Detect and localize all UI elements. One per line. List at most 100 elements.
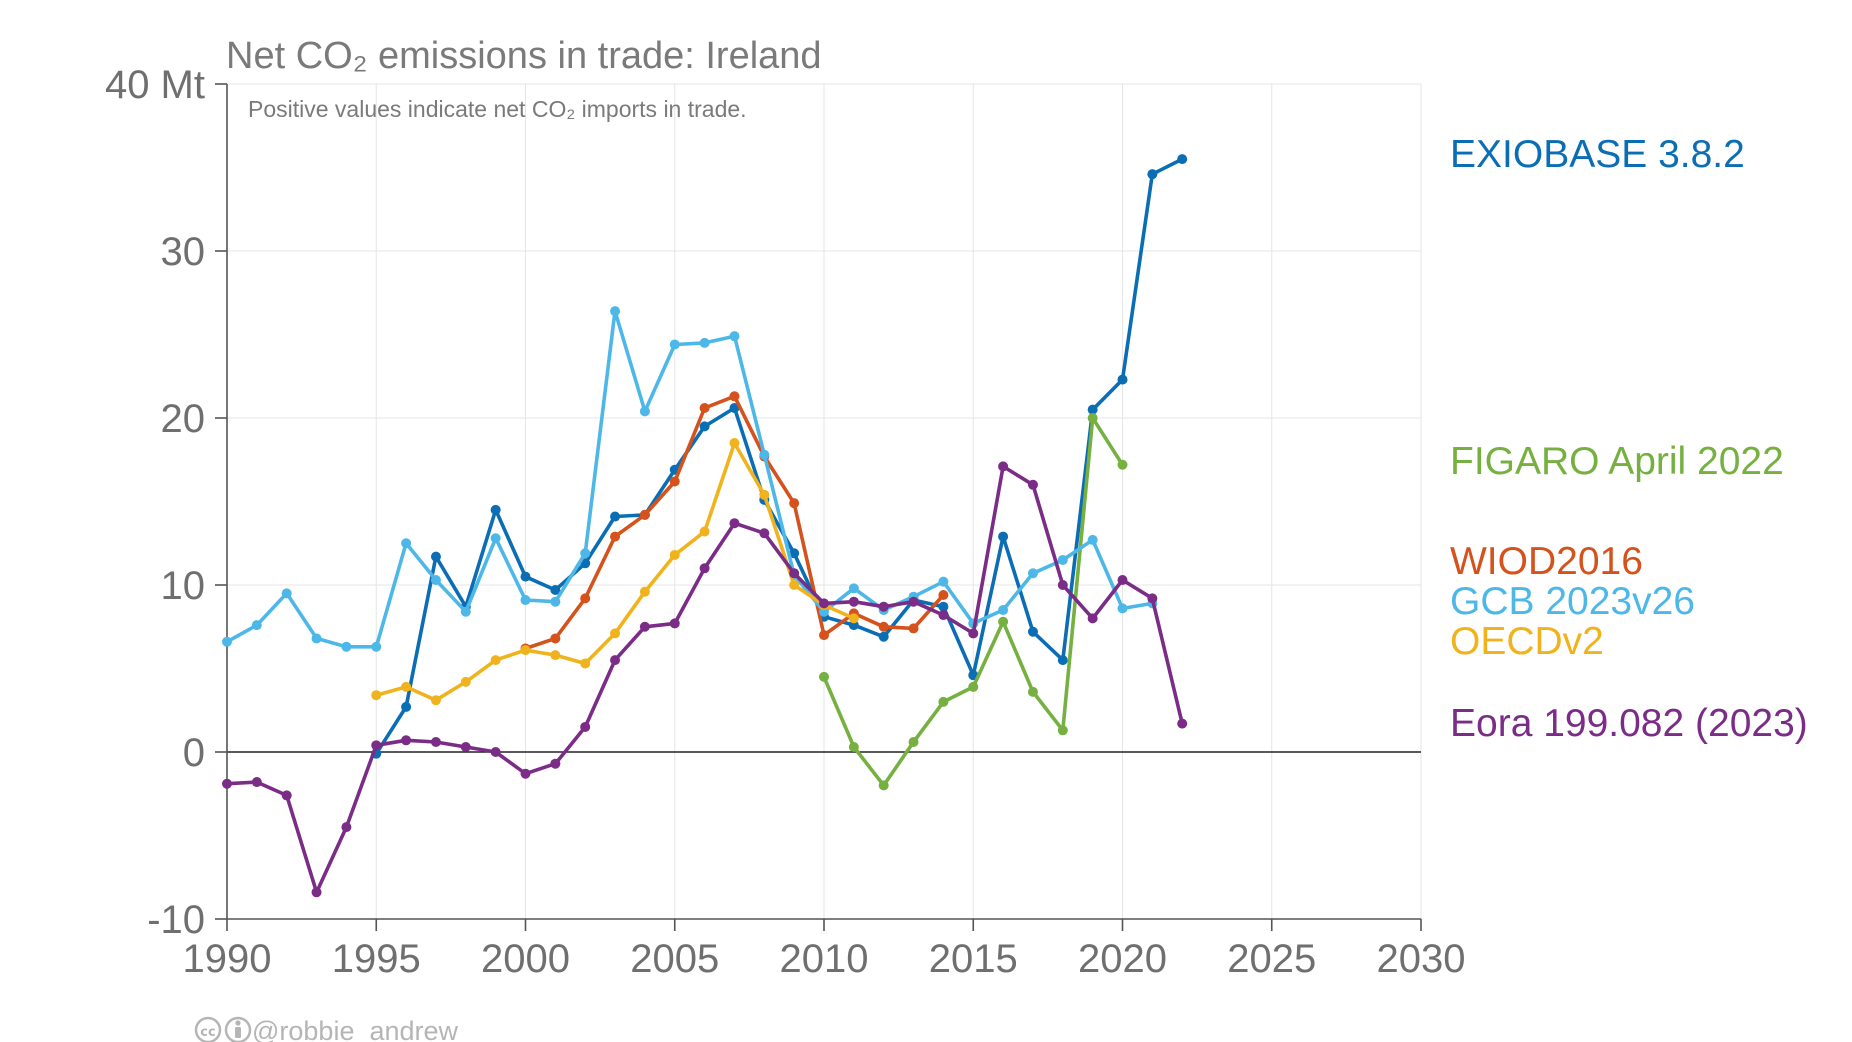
data-point xyxy=(819,598,829,609)
data-point xyxy=(938,610,949,621)
x-tick-label: 2025 xyxy=(1227,937,1316,981)
series-figaro-april-2022 xyxy=(819,413,1128,791)
data-point xyxy=(789,498,800,509)
data-point xyxy=(819,630,829,641)
x-tick-label: 2020 xyxy=(1078,937,1167,981)
data-point xyxy=(848,596,859,607)
data-point xyxy=(998,461,1009,472)
data-point xyxy=(371,641,382,652)
x-tick-label: 2010 xyxy=(780,937,869,981)
legend: EXIOBASE 3.8.2 FIGARO April 2022 WIOD2016G… xyxy=(1450,133,1808,745)
x-tick-label: 2005 xyxy=(630,937,719,981)
data-point xyxy=(759,528,770,539)
data-point xyxy=(311,633,322,644)
data-point xyxy=(639,509,650,520)
legend-item: GCB 2023v26 xyxy=(1450,580,1695,623)
data-point xyxy=(1087,613,1098,624)
data-point xyxy=(222,636,232,647)
data-point xyxy=(878,780,889,791)
series-gcb-2023v26 xyxy=(222,306,1158,652)
data-point xyxy=(580,593,591,604)
y-tick-label: 30 xyxy=(161,230,206,274)
data-point xyxy=(610,511,621,522)
data-point xyxy=(401,681,412,692)
data-point xyxy=(789,580,800,590)
data-point xyxy=(699,563,710,574)
y-tick-label: -10 xyxy=(147,898,205,942)
data-point xyxy=(1087,413,1098,423)
data-point xyxy=(1027,568,1038,579)
data-point xyxy=(759,489,770,500)
data-point xyxy=(819,671,829,682)
data-point xyxy=(520,571,531,582)
data-point xyxy=(550,596,561,607)
legend-item: Eora 199.082 (2023) xyxy=(1450,702,1808,745)
data-point xyxy=(1117,459,1128,470)
data-point xyxy=(669,339,680,350)
data-point xyxy=(1177,154,1188,165)
data-point xyxy=(430,736,441,747)
data-point xyxy=(968,628,979,639)
data-point xyxy=(311,887,322,898)
data-point xyxy=(908,596,919,607)
data-point xyxy=(520,645,531,656)
cc-icon: cc xyxy=(194,1016,222,1042)
data-point xyxy=(490,533,501,544)
series-exiobase-3-8-2 xyxy=(371,154,1188,759)
data-point xyxy=(729,331,740,342)
legend-item: FIGARO April 2022 xyxy=(1450,440,1784,483)
data-point xyxy=(878,621,889,632)
data-point xyxy=(371,690,382,701)
data-point xyxy=(430,695,441,706)
data-point xyxy=(460,606,471,617)
data-point xyxy=(401,538,412,549)
data-point xyxy=(490,655,501,666)
data-point xyxy=(639,406,650,417)
data-point xyxy=(938,576,949,587)
grid xyxy=(226,83,1422,920)
data-point xyxy=(580,721,591,732)
data-point xyxy=(341,822,352,833)
data-point xyxy=(968,681,979,692)
data-point xyxy=(908,736,919,747)
data-point xyxy=(938,696,949,707)
data-point xyxy=(580,658,591,669)
series-eora-199-082-2023 xyxy=(222,461,1188,898)
data-point xyxy=(639,621,650,632)
series-wiod2016 xyxy=(520,391,949,654)
legend-item: EXIOBASE 3.8.2 xyxy=(1450,133,1745,176)
data-point xyxy=(281,790,292,801)
chart-title: Net CO₂ emissions in trade: Ireland xyxy=(226,35,822,77)
data-point xyxy=(550,758,561,769)
data-point xyxy=(1117,603,1128,614)
data-point xyxy=(848,583,859,594)
data-point xyxy=(669,549,680,560)
x-tick-label: 2030 xyxy=(1377,937,1466,981)
series-layer xyxy=(222,154,1188,898)
data-point xyxy=(878,601,889,612)
data-point xyxy=(1027,479,1038,490)
data-point xyxy=(848,613,859,624)
y-tick-label: 0 xyxy=(183,731,205,775)
data-point xyxy=(699,337,710,348)
data-point xyxy=(938,601,949,612)
data-point xyxy=(878,631,889,642)
data-point xyxy=(550,650,561,661)
data-point xyxy=(430,574,441,585)
data-point xyxy=(1027,626,1038,637)
data-point xyxy=(1147,593,1158,604)
chart-subtitle: Positive values indicate net CO₂ imports… xyxy=(248,96,747,122)
series-line xyxy=(374,157,1184,756)
data-point xyxy=(998,616,1009,627)
data-point xyxy=(1087,534,1098,545)
credit: cc @robbie_andrew xyxy=(194,1016,459,1042)
data-point xyxy=(1057,655,1068,666)
axes xyxy=(215,83,1422,931)
data-point xyxy=(1177,718,1188,729)
legend-item: OECDv2 xyxy=(1450,620,1604,663)
svg-text:cc: cc xyxy=(200,1025,215,1040)
data-point xyxy=(550,585,561,596)
data-point xyxy=(550,633,561,644)
data-point xyxy=(1027,686,1038,697)
